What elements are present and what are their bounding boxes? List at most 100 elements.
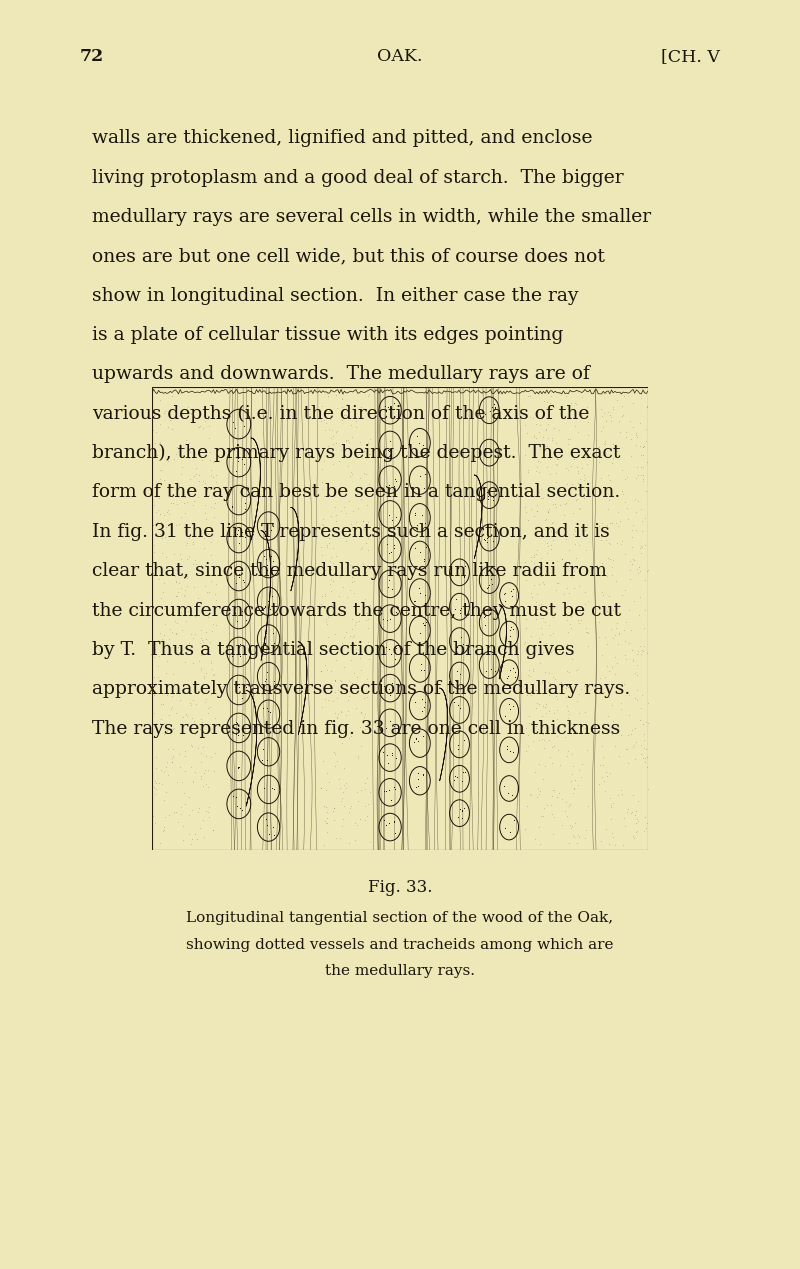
Point (538, 697, 551, 717)
Point (599, 819, 612, 839)
Point (535, 618, 548, 638)
Point (504, 699, 517, 720)
Point (607, 826, 620, 846)
Point (601, 566, 614, 586)
Point (260, 621, 273, 641)
Point (457, 763, 470, 783)
Point (334, 566, 346, 586)
Point (419, 537, 432, 557)
Point (637, 445, 650, 466)
Point (314, 778, 327, 798)
Point (598, 433, 611, 453)
Point (319, 584, 332, 604)
Point (575, 458, 588, 478)
Point (508, 810, 521, 830)
Point (482, 486, 494, 506)
Point (556, 548, 569, 569)
Point (632, 464, 645, 485)
Point (627, 418, 640, 438)
Point (206, 820, 219, 840)
Point (170, 623, 182, 643)
Point (578, 466, 590, 486)
Point (630, 801, 643, 821)
Point (530, 501, 543, 522)
Point (322, 386, 334, 406)
Text: the circumference towards the centre, they must be cut: the circumference towards the centre, th… (92, 602, 621, 619)
Point (524, 582, 537, 603)
Point (559, 688, 572, 708)
Point (483, 575, 496, 595)
Point (152, 489, 165, 509)
Point (158, 572, 170, 593)
Point (209, 708, 222, 728)
Point (197, 737, 210, 758)
Point (349, 812, 362, 832)
Point (547, 780, 560, 801)
Point (574, 438, 587, 458)
Point (382, 440, 394, 461)
Point (611, 391, 624, 411)
Point (357, 553, 370, 574)
Point (566, 825, 579, 845)
Point (149, 813, 162, 834)
Point (627, 651, 640, 671)
Point (606, 824, 618, 844)
Point (616, 406, 629, 426)
Point (341, 588, 354, 608)
Point (186, 801, 199, 821)
Point (526, 731, 539, 751)
Point (608, 624, 621, 645)
Point (334, 791, 347, 811)
Point (325, 420, 338, 440)
Point (258, 598, 271, 618)
Point (354, 808, 366, 829)
Point (266, 817, 279, 838)
Point (205, 544, 218, 565)
Point (414, 542, 426, 562)
Point (339, 503, 352, 523)
Point (522, 665, 534, 685)
Point (231, 796, 244, 816)
Point (321, 660, 334, 680)
Point (186, 627, 199, 647)
Point (230, 572, 242, 593)
Point (322, 440, 335, 461)
Point (546, 787, 559, 807)
Point (321, 614, 334, 634)
Point (318, 835, 330, 855)
Point (185, 624, 198, 645)
Point (388, 476, 401, 496)
Point (330, 751, 343, 772)
Point (188, 549, 201, 570)
Point (331, 708, 344, 728)
Point (150, 501, 162, 522)
Point (414, 582, 426, 603)
Point (149, 645, 162, 665)
Point (182, 546, 195, 566)
Point (347, 624, 360, 645)
Point (174, 689, 186, 709)
Point (609, 618, 622, 638)
Point (383, 609, 396, 629)
Point (184, 694, 197, 714)
Point (560, 604, 573, 624)
Point (564, 815, 577, 835)
Point (171, 772, 184, 792)
Point (203, 598, 216, 618)
Point (530, 478, 543, 499)
Point (146, 806, 159, 826)
Point (606, 722, 619, 742)
Point (158, 471, 170, 491)
Point (638, 821, 650, 841)
Point (338, 405, 350, 425)
Point (556, 549, 569, 570)
Point (609, 834, 622, 854)
Point (486, 530, 499, 551)
Point (147, 777, 160, 797)
Point (326, 440, 338, 461)
Point (542, 501, 554, 522)
Point (234, 798, 246, 819)
Point (210, 464, 222, 485)
Point (550, 709, 563, 730)
Point (330, 604, 343, 624)
